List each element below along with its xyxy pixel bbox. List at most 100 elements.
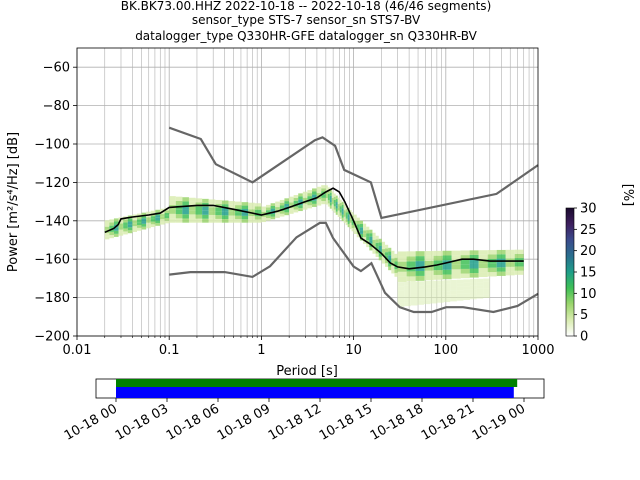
title-line-1: BK.BK73.00.HHZ 2022-10-18 -- 2022-10-18 … bbox=[121, 0, 492, 13]
density-cell bbox=[406, 271, 416, 277]
density-cell bbox=[423, 296, 431, 301]
density-cell bbox=[341, 211, 344, 215]
density-cell bbox=[363, 240, 367, 244]
density-cell bbox=[331, 201, 334, 205]
colorbar-tick-label: 5 bbox=[580, 308, 588, 323]
colorbar-tick-label: 25 bbox=[580, 223, 597, 238]
density-cell bbox=[109, 222, 114, 226]
density-cell bbox=[463, 296, 471, 300]
density-cell bbox=[345, 215, 348, 219]
density-cell bbox=[378, 242, 382, 246]
density-cell bbox=[241, 202, 249, 206]
density-cell bbox=[182, 205, 189, 210]
density-cell bbox=[333, 209, 336, 213]
density-cell bbox=[284, 209, 290, 213]
density-cell bbox=[424, 255, 434, 261]
density-cell bbox=[433, 260, 443, 266]
density-cell bbox=[266, 218, 271, 221]
density-cell bbox=[476, 285, 484, 289]
density-cell bbox=[188, 214, 196, 219]
density-cell bbox=[505, 271, 515, 276]
density-cell bbox=[123, 225, 128, 229]
density-cell bbox=[215, 207, 222, 212]
density-cell bbox=[385, 263, 389, 267]
density-cell bbox=[150, 216, 156, 219]
density-cell bbox=[188, 197, 196, 202]
density-cell bbox=[410, 297, 418, 302]
density-cell bbox=[483, 281, 490, 286]
noise-models bbox=[168, 126, 539, 314]
density-cell bbox=[235, 201, 242, 206]
density-cell bbox=[188, 206, 196, 211]
density-cell bbox=[298, 205, 303, 209]
density-cell bbox=[195, 202, 203, 207]
density-cell bbox=[397, 290, 405, 295]
density-cell bbox=[451, 269, 461, 274]
density-cell bbox=[329, 189, 332, 193]
density-cell bbox=[136, 222, 142, 226]
density-cell bbox=[118, 220, 124, 224]
density-cell bbox=[372, 250, 376, 254]
density-cell bbox=[478, 259, 488, 264]
density-cell bbox=[159, 208, 165, 212]
density-cell bbox=[321, 185, 326, 189]
density-cell bbox=[388, 247, 392, 252]
density-cell bbox=[514, 266, 524, 271]
timeline-tick-label: 10-18 03 bbox=[113, 401, 171, 443]
density-cell bbox=[302, 194, 308, 198]
density-cell bbox=[433, 255, 443, 261]
density-cell bbox=[430, 295, 438, 300]
density-cell bbox=[460, 273, 470, 279]
density-cell bbox=[423, 292, 431, 297]
density-cell bbox=[450, 290, 457, 295]
density-cell bbox=[469, 259, 479, 264]
density-cell bbox=[391, 250, 395, 255]
density-cell bbox=[424, 265, 434, 271]
density-cell bbox=[327, 203, 330, 207]
density-cell bbox=[463, 286, 471, 290]
density-cell bbox=[279, 211, 285, 214]
density-cell bbox=[188, 201, 196, 207]
density-cell bbox=[155, 223, 160, 226]
density-cell bbox=[404, 302, 411, 307]
density-cell bbox=[433, 265, 443, 271]
density-cell bbox=[104, 223, 110, 227]
density-cell bbox=[150, 221, 156, 225]
density-cell bbox=[279, 202, 285, 206]
density-cell bbox=[141, 212, 147, 216]
density-cell bbox=[397, 294, 405, 299]
mode-line bbox=[104, 187, 524, 270]
density-cell bbox=[433, 274, 443, 280]
density-cell bbox=[208, 214, 216, 219]
density-cell bbox=[298, 199, 303, 203]
density-cell bbox=[478, 254, 488, 260]
density-cell bbox=[141, 215, 147, 219]
density-cell bbox=[430, 292, 438, 296]
density-cell bbox=[388, 258, 392, 263]
density-cell bbox=[451, 264, 461, 270]
density-cell bbox=[469, 250, 479, 255]
density-cell bbox=[430, 288, 438, 293]
density-cell bbox=[221, 219, 229, 223]
density-cell bbox=[487, 254, 497, 259]
density-cell bbox=[335, 202, 338, 206]
density-cell bbox=[248, 206, 255, 210]
density-cell bbox=[417, 285, 424, 290]
density-cell bbox=[345, 221, 348, 226]
density-cell bbox=[397, 286, 405, 291]
density-cell bbox=[159, 221, 165, 225]
density-cell bbox=[381, 259, 386, 264]
density-cell bbox=[136, 213, 142, 217]
density-cell bbox=[241, 209, 249, 213]
timeline-tick-label: 10-18 18 bbox=[368, 401, 426, 443]
density-cell bbox=[381, 249, 386, 253]
density-cell bbox=[442, 274, 452, 280]
density-cell bbox=[476, 288, 484, 293]
density-cell bbox=[202, 198, 209, 203]
density-cell bbox=[430, 284, 438, 289]
x-axis-ticks: 0.01 0.1 1 10 100 1000 bbox=[63, 336, 555, 358]
density-cell bbox=[394, 272, 398, 277]
density-cell bbox=[353, 217, 357, 222]
density-cell bbox=[514, 262, 524, 267]
density-cell bbox=[397, 256, 407, 262]
